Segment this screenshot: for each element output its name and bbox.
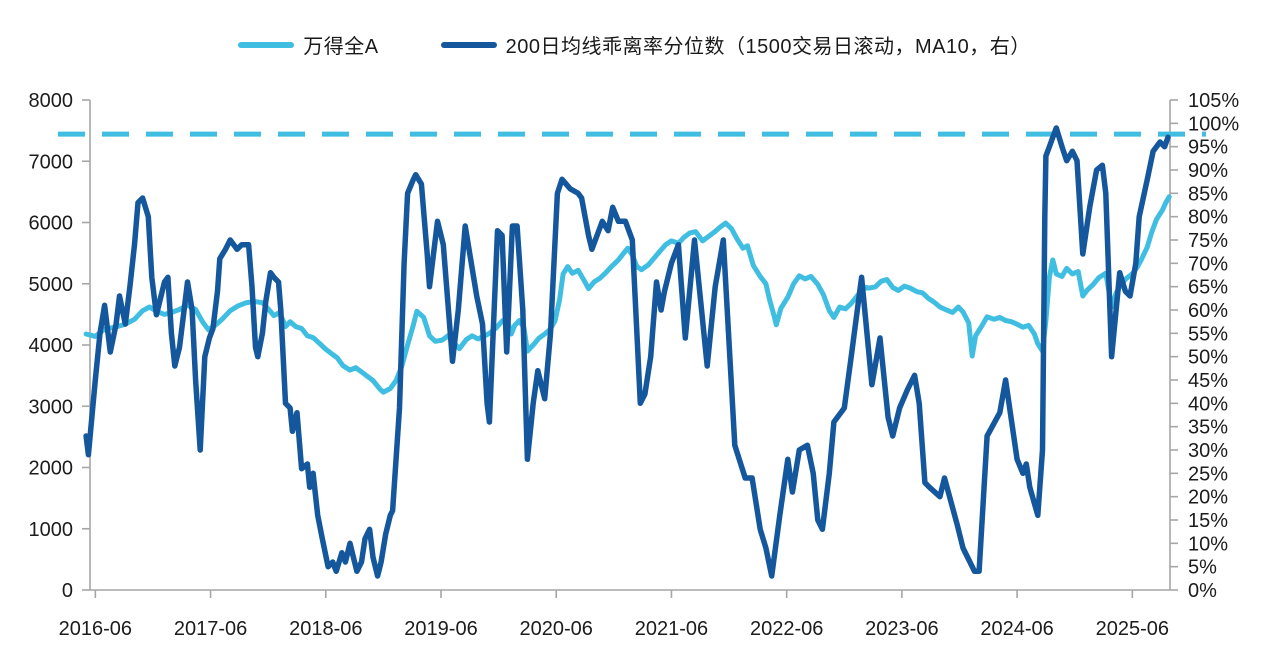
right-axis-label: 5% xyxy=(1188,557,1217,579)
percentile-line xyxy=(83,125,1171,579)
left-axis-label: 0 xyxy=(62,580,73,602)
right-axis-label: 0% xyxy=(1188,580,1217,602)
right-axis-label: 10% xyxy=(1188,533,1228,555)
left-axis-label: 4000 xyxy=(29,335,74,357)
legend-item-ma200-deviation-percentile: 200日均线乖离率分位数（1500交易日滚动，MA10，右） xyxy=(440,30,1031,59)
right-axis-label: 90% xyxy=(1188,160,1228,182)
left-axis-label: 7000 xyxy=(29,151,74,173)
right-axis-label: 105% xyxy=(1188,90,1239,112)
right-axis-label: 30% xyxy=(1188,440,1228,462)
x-axis-label: 2016-06 xyxy=(59,618,132,640)
right-axis-label: 85% xyxy=(1188,183,1228,205)
legend-item-wind-all-a: 万得全A xyxy=(238,30,378,59)
x-axis-label: 2017-06 xyxy=(174,618,247,640)
x-axis-label: 2025-06 xyxy=(1096,618,1169,640)
x-axis-label: 2022-06 xyxy=(750,618,823,640)
wind-all-a-line xyxy=(83,194,1172,395)
right-axis-label: 75% xyxy=(1188,230,1228,252)
right-axis-label: 35% xyxy=(1188,417,1228,439)
right-axis-label: 20% xyxy=(1188,487,1228,509)
right-axis-label: 45% xyxy=(1188,370,1228,392)
right-axis-label: 50% xyxy=(1188,347,1228,369)
wind-all-a-label: 万得全A xyxy=(303,36,379,58)
x-axis-label: 2024-06 xyxy=(980,618,1053,640)
x-axis-label: 2023-06 xyxy=(865,618,938,640)
x-axis-label: 2020-06 xyxy=(520,618,593,640)
percentile-label: 200日均线乖离率分位数（1500交易日滚动，MA10，右） xyxy=(505,36,1031,58)
x-axis-label: 2018-06 xyxy=(289,618,362,640)
legend: 万得全A 200日均线乖离率分位数（1500交易日滚动，MA10，右） xyxy=(0,30,1269,59)
right-axis-label: 100% xyxy=(1188,113,1239,135)
right-axis-label: 15% xyxy=(1188,510,1228,532)
right-axis-label: 80% xyxy=(1188,207,1228,229)
right-axis-label: 25% xyxy=(1188,463,1228,485)
x-axis-label: 2021-06 xyxy=(635,618,708,640)
right-axis-label: 95% xyxy=(1188,137,1228,159)
right-axis-label: 55% xyxy=(1188,323,1228,345)
right-axis-label: 60% xyxy=(1188,300,1228,322)
left-axis-label: 1000 xyxy=(29,519,74,541)
left-axis-label: 2000 xyxy=(29,458,74,480)
left-axis-label: 3000 xyxy=(29,396,74,418)
right-axis-label: 40% xyxy=(1188,393,1228,415)
x-axis-label: 2019-06 xyxy=(404,618,477,640)
left-axis-label: 6000 xyxy=(29,213,74,235)
left-axis-label: 8000 xyxy=(29,90,74,112)
right-axis-label: 65% xyxy=(1188,277,1228,299)
wind-all-a-swatch xyxy=(238,41,295,48)
percentile-swatch xyxy=(440,41,497,48)
left-axis-label: 5000 xyxy=(29,274,74,296)
right-axis-label: 70% xyxy=(1188,253,1228,275)
